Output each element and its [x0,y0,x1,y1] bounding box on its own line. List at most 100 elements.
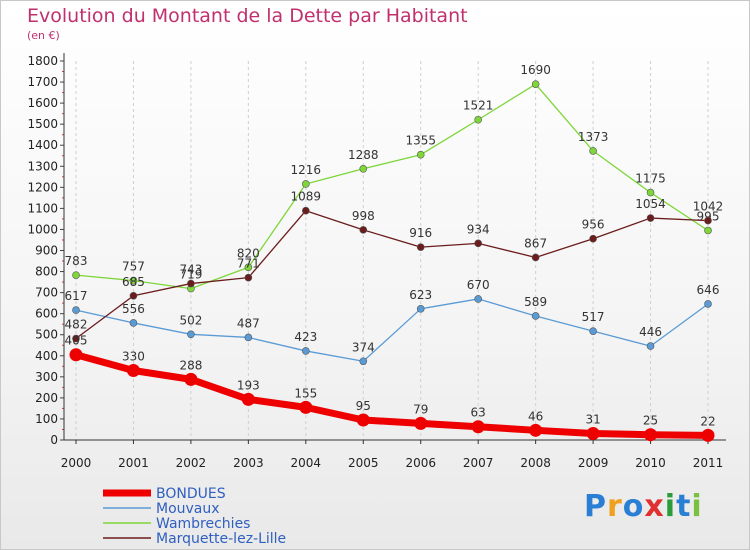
data-label: 31 [585,412,600,426]
data-point [69,348,83,362]
x-tick-label: 2006 [405,456,436,470]
data-label: 46 [528,409,543,423]
data-label: 589 [524,295,547,309]
data-point [589,327,597,335]
y-tick-label: 1500 [27,117,58,131]
data-point [302,206,310,215]
y-tick-label: 100 [35,412,58,426]
x-tick-label: 2005 [348,456,379,470]
data-label: 998 [352,209,375,223]
data-point [187,330,195,339]
y-tick-label: 900 [35,244,58,258]
x-tick-label: 2004 [291,456,322,470]
data-point [471,420,485,434]
y-tick-label: 300 [35,370,58,384]
data-point [416,243,425,251]
series-line-bondues [72,351,712,439]
data-label: 63 [471,406,486,420]
y-tick-label: 800 [35,265,58,279]
logo-letter: P [584,489,607,524]
logo-letter: i [691,489,703,524]
legend-label: Marquette-lez-Lille [156,531,286,547]
data-point [704,300,712,308]
data-label: 685 [122,275,145,289]
data-label: 617 [65,289,88,303]
logo-letter: o [622,489,645,524]
data-label: 1288 [348,148,379,162]
logo-letter: x [644,489,665,524]
data-point [646,214,655,222]
logo-letter: t [676,489,692,524]
data-label: 423 [294,330,317,344]
y-tick-label: 1600 [27,96,58,110]
chart-title: Evolution du Montant de la Dette par Hab… [27,5,468,27]
data-point [529,423,543,437]
data-label: 22 [700,414,715,428]
data-label: 646 [697,283,720,297]
data-label: 670 [467,278,490,292]
data-label: 1216 [291,163,322,177]
data-point [416,150,425,159]
data-label: 820 [237,246,260,260]
data-label: 330 [122,350,145,364]
proxiti-logo: Proxiti [584,489,703,524]
data-point [244,273,253,282]
data-point [244,333,253,342]
legend-label: Wambrechies [156,516,250,532]
data-point [241,392,255,406]
logo-letter: i [664,489,677,524]
data-label: 1521 [463,99,494,113]
data-point [531,253,540,262]
data-point [244,263,253,272]
legend-label: BONDUES [156,486,226,502]
data-label: 1690 [520,63,551,77]
data-label: 956 [582,218,605,232]
data-point [646,342,655,350]
data-point [129,291,138,300]
x-tick-label: 2010 [635,456,666,470]
data-point [589,234,597,243]
data-label: 1355 [405,134,436,148]
data-point [184,372,198,386]
data-label: 446 [639,325,662,339]
data-label: 374 [352,340,375,354]
data-label: 79 [413,402,428,416]
data-label: 916 [409,226,432,240]
data-label: 623 [409,288,432,302]
legend-label: Mouvaux [156,501,220,517]
data-label: 934 [467,222,490,236]
data-label: 155 [294,386,317,400]
data-point [359,226,368,234]
data-label: 25 [643,414,658,428]
x-tick-label: 2011 [693,456,724,470]
y-tick-label: 1800 [27,54,58,68]
data-point [704,226,712,235]
data-label: 405 [65,334,88,348]
data-label: 1042 [693,200,724,214]
series-line-marquette-lez-lille [75,210,709,340]
data-point [474,295,482,303]
data-point [644,428,658,442]
data-label: 502 [179,313,202,327]
data-point [299,400,313,414]
data-point [129,276,138,285]
data-label: 487 [237,316,260,330]
data-label: 95 [356,399,371,413]
x-tick-label: 2002 [176,456,207,470]
x-tick-label: 2008 [520,456,551,470]
data-point [474,239,482,248]
data-point [704,216,712,225]
x-tick-label: 2007 [463,456,494,470]
data-point [701,428,715,442]
y-tick-label: 1300 [27,159,58,173]
y-tick-label: 700 [35,286,58,300]
y-tick-label: 1100 [27,201,58,215]
x-tick-label: 2003 [233,456,264,470]
data-point [359,357,368,366]
y-tick-label: 600 [35,307,58,321]
data-point [416,305,425,313]
data-point [72,334,80,343]
series-line-wambrechies [75,83,709,290]
y-tick-label: 1200 [27,180,58,194]
data-point [72,306,80,314]
